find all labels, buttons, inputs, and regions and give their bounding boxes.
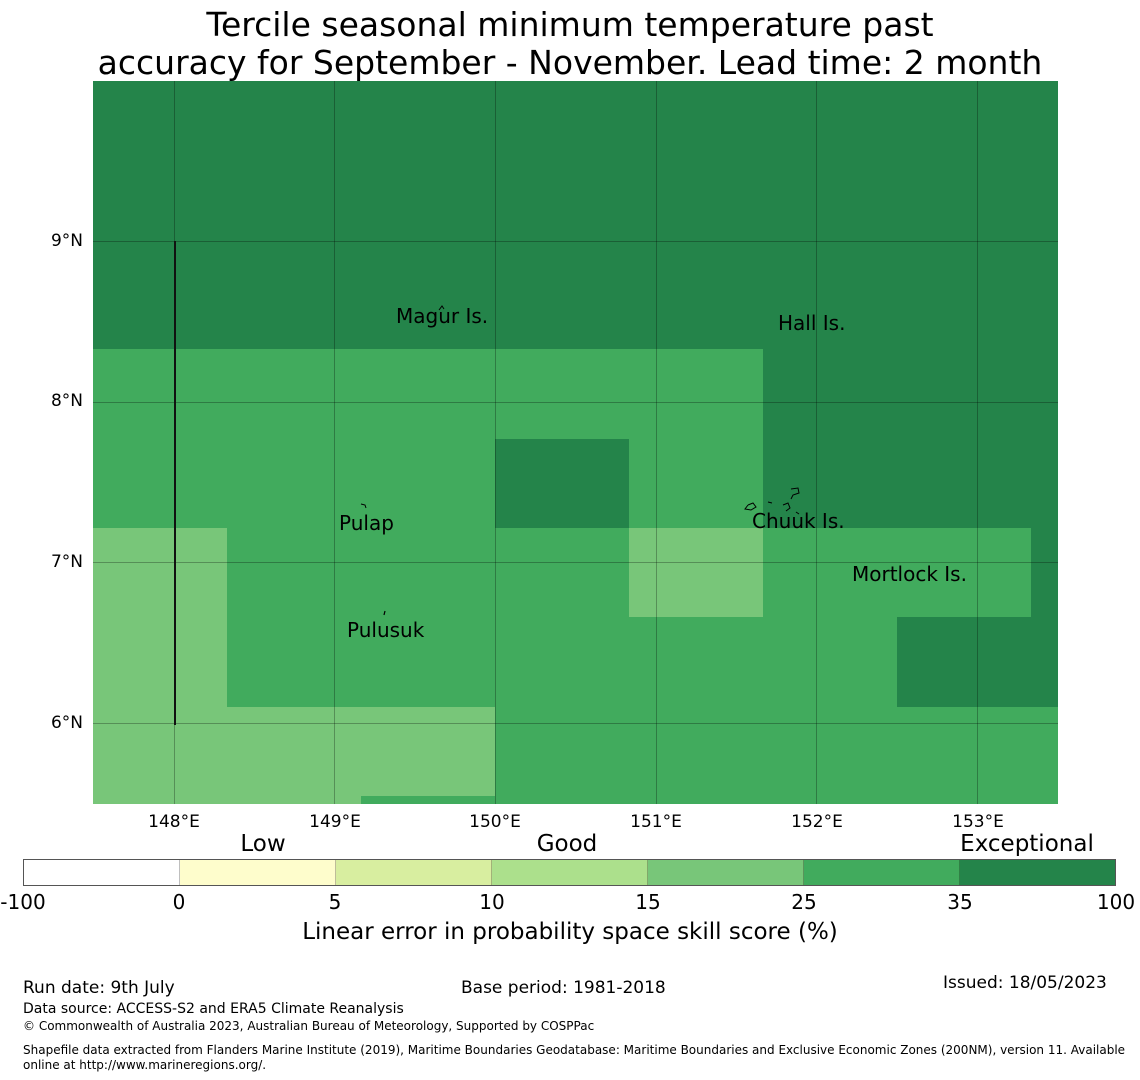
- colorbar-segment: [804, 860, 960, 885]
- place-label-pulap: Pulap: [339, 511, 394, 535]
- colorbar-segment: [960, 860, 1115, 885]
- colorbar-tick: 100: [1096, 890, 1136, 914]
- issued-date: Issued: 18/05/2023: [943, 973, 1107, 993]
- island-magur: [438, 305, 445, 311]
- colorbar-tick: -100: [0, 890, 46, 914]
- map-cell-good: [361, 796, 495, 804]
- map-cell-moderate: [93, 707, 495, 804]
- colorbar-segment: [24, 860, 180, 885]
- maritime-boundary-line: [174, 241, 176, 725]
- island-pulap: [360, 503, 367, 509]
- map-cell-good: [495, 707, 1058, 804]
- colorbar-tick: 5: [328, 890, 342, 914]
- parallel-8: [93, 402, 1058, 403]
- meridian-152: [816, 81, 817, 804]
- colorbar-segment: [336, 860, 492, 885]
- island-pulusuk: [383, 610, 386, 616]
- parallel-7: [93, 562, 1058, 563]
- lon-label-152e: 152°E: [791, 812, 843, 832]
- title-line-2: accuracy for September - November. Lead …: [97, 43, 1043, 82]
- map-cell-moderate: [93, 528, 227, 707]
- meridian-153: [977, 81, 978, 804]
- map-cell-good: [629, 617, 763, 707]
- map-cell-exceptional: [495, 439, 629, 528]
- colorbar-tick: 10: [479, 890, 505, 914]
- parallel-9: [93, 241, 1058, 242]
- place-label-magur: Magur Is.: [396, 304, 489, 328]
- parallel-6: [93, 723, 1058, 724]
- shapefile-credit-line-2: online at http://www.marineregions.org/.: [23, 1058, 267, 1072]
- place-label-mortlock: Mortlock Is.: [852, 562, 967, 586]
- colorbar-segment: [180, 860, 336, 885]
- colorbar-segment: [492, 860, 648, 885]
- colorbar-label: Linear error in probability space skill …: [302, 919, 838, 945]
- colorbar-tick: 15: [635, 890, 661, 914]
- map-cell-good: [93, 349, 763, 528]
- title-line-1: Tercile seasonal minimum temperature pas…: [206, 5, 934, 44]
- map-cell-moderate: [629, 528, 763, 617]
- meridian-150: [495, 81, 496, 804]
- place-label-pulusuk: Pulusuk: [347, 618, 425, 642]
- map-cell-good: [227, 528, 629, 707]
- colorbar-tick: 35: [947, 890, 973, 914]
- map-cell-good: [763, 617, 897, 707]
- chart-title: Tercile seasonal minimum temperature pas…: [0, 6, 1140, 82]
- lon-label-153e: 153°E: [952, 812, 1004, 832]
- place-label-hall: Hall Is.: [778, 311, 846, 335]
- meridian-149: [334, 81, 335, 804]
- category-good: Good: [536, 831, 598, 857]
- island-chuuk: [744, 487, 800, 515]
- colorbar: [23, 859, 1116, 886]
- colorbar-tick: 0: [172, 890, 186, 914]
- lat-label-6n: 6°N: [50, 713, 83, 733]
- lat-label-8n: 8°N: [50, 391, 83, 411]
- base-period: Base period: 1981-2018: [461, 978, 666, 998]
- meridian-151: [656, 81, 657, 804]
- island-outlines: [360, 305, 800, 616]
- copyright: © Commonwealth of Australia 2023, Austra…: [23, 1019, 595, 1033]
- shapefile-credit-line-1: Shapefile data extracted from Flanders M…: [23, 1043, 1126, 1057]
- skill-map: Magur Is. Hall Is. Pulap Chuuk Is. Mortl…: [93, 81, 1058, 804]
- category-low: Low: [240, 831, 286, 857]
- colorbar-segment: [648, 860, 804, 885]
- colorbar-tick: 25: [791, 890, 817, 914]
- data-source: Data source: ACCESS-S2 and ERA5 Climate …: [23, 1001, 404, 1017]
- map-cell-good: [763, 528, 1031, 617]
- category-exceptional: Exceptional: [960, 831, 1094, 857]
- lat-label-7n: 7°N: [50, 552, 83, 572]
- lon-label-148e: 148°E: [148, 812, 200, 832]
- run-date: Run date: 9th July: [23, 978, 175, 998]
- lon-label-150e: 150°E: [469, 812, 521, 832]
- lon-label-151e: 151°E: [630, 812, 682, 832]
- place-label-chuuk: Chuuk Is.: [752, 509, 845, 533]
- lon-label-149e: 149°E: [309, 812, 361, 832]
- lat-label-9n: 9°N: [50, 231, 83, 251]
